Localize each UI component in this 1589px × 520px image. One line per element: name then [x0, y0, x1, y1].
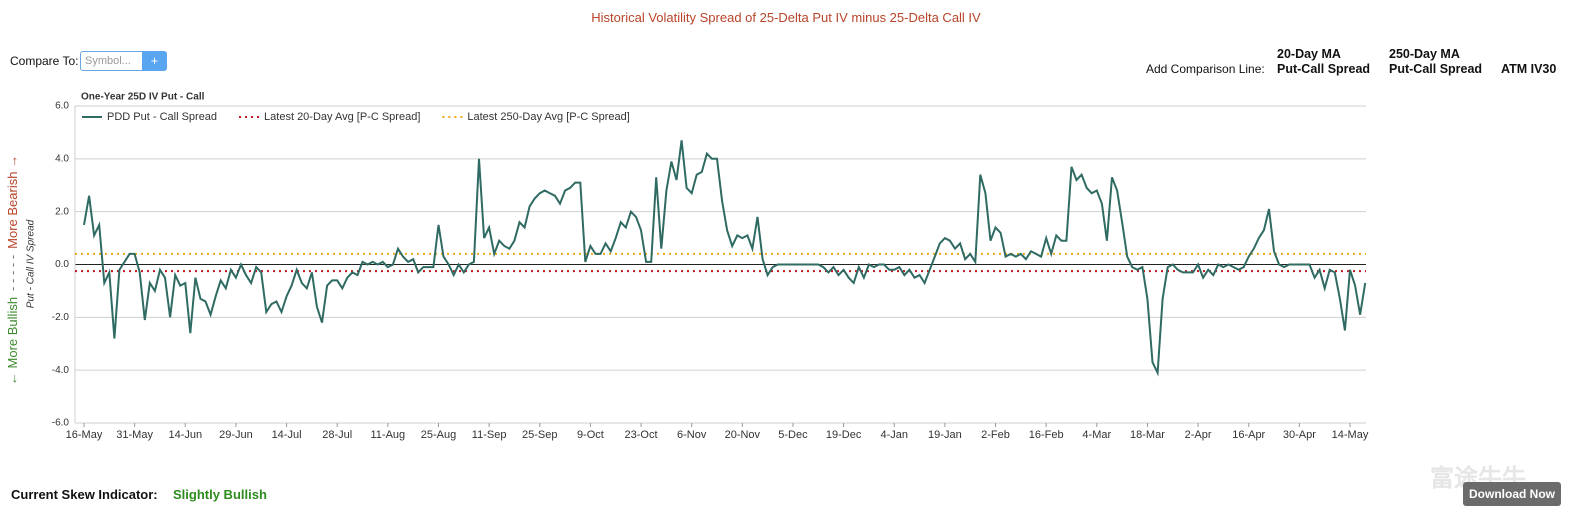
x-tick-label: 4-Mar: [1082, 429, 1111, 441]
legend-label: PDD Put - Call Spread: [107, 111, 217, 123]
x-tick-label: 16-Feb: [1029, 429, 1064, 441]
x-tick-label: 16-May: [66, 429, 103, 441]
x-tick-label: 25-Aug: [421, 429, 456, 441]
y-tick-label: -2.0: [52, 312, 70, 323]
separator: - - - - -: [5, 255, 20, 291]
y-tick-label: 0.0: [55, 259, 69, 270]
download-button[interactable]: Download Now: [1463, 482, 1561, 506]
y-tick-label: 2.0: [55, 206, 69, 217]
x-tick-label: 30-Apr: [1283, 429, 1316, 441]
comparison-option[interactable]: ATM IV30: [1501, 62, 1556, 77]
skew-value: Slightly Bullish: [173, 487, 267, 502]
x-tick-label: 11-Sep: [472, 429, 507, 441]
x-tick-label: 23-Oct: [625, 429, 658, 441]
x-tick-label: 5-Dec: [778, 429, 808, 441]
x-tick-label: 2-Feb: [981, 429, 1010, 441]
option-text: ATM IV30: [1501, 62, 1557, 76]
page-title: Historical Volatility Spread of 25-Delta…: [591, 10, 981, 25]
x-tick-label: 14-May: [1332, 429, 1369, 441]
add-button[interactable]: +: [142, 51, 167, 71]
x-tick-label: 18-Mar: [1130, 429, 1165, 441]
option-text: 250-Day MA: [1389, 47, 1460, 61]
x-tick-label: 4-Jan: [880, 429, 908, 441]
comparison-option[interactable]: 20-Day MA Put-Call Spread: [1277, 47, 1370, 77]
y-tick-label: 4.0: [55, 153, 69, 164]
y-tick-label: 6.0: [55, 101, 69, 112]
series-line: [83, 140, 1367, 377]
comparison-option[interactable]: 250-Day MA Put-Call Spread: [1389, 47, 1482, 77]
option-text: Put-Call Spread: [1389, 62, 1483, 76]
legend-label: Latest 20-Day Avg [P-C Spread]: [264, 111, 420, 123]
y-axis-label: Put - Call IV Spread: [26, 219, 37, 308]
sentiment-label: ← More Bullish - - - - - More Bearish →: [5, 155, 20, 385]
x-tick-label: 9-Oct: [577, 429, 604, 441]
x-tick-label: 14-Jul: [272, 429, 302, 441]
x-tick-label: 19-Jan: [928, 429, 962, 441]
skew-label: Current Skew Indicator:: [11, 487, 158, 502]
comparison-label: Add Comparison Line:: [1146, 62, 1265, 76]
chart-title: One-Year 25D IV Put - Call: [81, 92, 205, 103]
x-tick-label: 29-Jun: [219, 429, 253, 441]
compare-label: Compare To:: [10, 54, 79, 68]
option-text: 20-Day MA: [1277, 47, 1341, 61]
x-tick-label: 6-Nov: [677, 429, 707, 441]
y-tick-label: -6.0: [52, 418, 70, 429]
x-tick-label: 28-Jul: [322, 429, 352, 441]
x-tick-label: 19-Dec: [826, 429, 862, 441]
y-tick-label: -4.0: [52, 365, 70, 376]
option-text: Put-Call Spread: [1277, 62, 1371, 76]
x-tick-label: 31-May: [116, 429, 153, 441]
x-tick-label: 20-Nov: [725, 429, 761, 441]
x-tick-label: 16-Apr: [1232, 429, 1265, 441]
x-tick-label: 11-Aug: [371, 429, 406, 441]
x-tick-label: 14-Jun: [168, 429, 202, 441]
x-tick-label: 25-Sep: [522, 429, 557, 441]
bearish-label: More Bearish →: [5, 155, 20, 249]
bullish-label: ← More Bullish: [5, 297, 20, 385]
x-tick-label: 2-Apr: [1185, 429, 1212, 441]
legend-label: Latest 250-Day Avg [P-C Spread]: [467, 111, 629, 123]
